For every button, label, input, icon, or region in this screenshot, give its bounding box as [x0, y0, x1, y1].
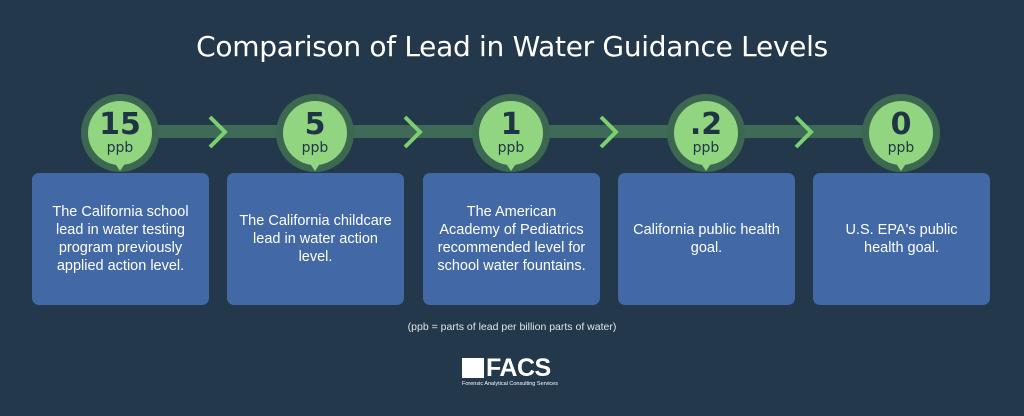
- pointer: [307, 159, 323, 171]
- description-text: California public health goal.: [633, 222, 780, 256]
- level-badge: 0 ppb: [862, 94, 940, 172]
- pointer: [893, 159, 909, 171]
- logo-name: FACS: [486, 354, 551, 382]
- level-value: 5: [304, 107, 326, 142]
- level-badge: 5 ppb: [276, 94, 354, 172]
- description-text: U.S. EPA's public health goal.: [845, 222, 958, 256]
- logo-subtitle: Forensic Analytical Consulting Services: [462, 381, 558, 387]
- page-title: Comparison of Lead in Water Guidance Lev…: [196, 30, 828, 63]
- microscope-icon: [462, 358, 484, 378]
- level-unit: ppb: [106, 140, 134, 156]
- chevron-right-icon: [403, 115, 423, 149]
- chevron-right-icon: [208, 115, 228, 149]
- level-description: The California childcare lead in water a…: [227, 173, 404, 305]
- level-badge: 1 ppb: [472, 94, 550, 172]
- level-description: U.S. EPA's public health goal.: [813, 173, 990, 305]
- level-value: .2: [689, 107, 723, 142]
- pointer: [698, 159, 714, 171]
- level-description: The American Academy of Pediatrics recom…: [423, 173, 600, 305]
- level-unit: ppb: [497, 140, 525, 156]
- pointer: [503, 159, 519, 171]
- level-badge: .2 ppb: [667, 94, 745, 172]
- level-description: The California school lead in water test…: [32, 173, 209, 305]
- level-unit: ppb: [887, 140, 915, 156]
- description-text: The American Academy of Pediatrics recom…: [437, 204, 586, 274]
- description-text: The California school lead in water test…: [52, 204, 189, 274]
- chevron-right-icon: [599, 115, 619, 149]
- level-value: 1: [500, 107, 522, 142]
- facs-logo: FACS Forensic Analytical Consulting Serv…: [462, 354, 566, 396]
- level-value: 15: [99, 107, 141, 142]
- level-unit: ppb: [301, 140, 329, 156]
- footnote: (ppb = parts of lead per billion parts o…: [407, 321, 617, 333]
- level-description: California public health goal.: [618, 173, 795, 305]
- chevron-right-icon: [794, 115, 814, 149]
- pointer: [112, 159, 128, 171]
- description-text: The California childcare lead in water a…: [239, 213, 392, 265]
- level-unit: ppb: [692, 140, 720, 156]
- level-value: 0: [890, 107, 912, 142]
- level-badge: 15 ppb: [81, 94, 159, 172]
